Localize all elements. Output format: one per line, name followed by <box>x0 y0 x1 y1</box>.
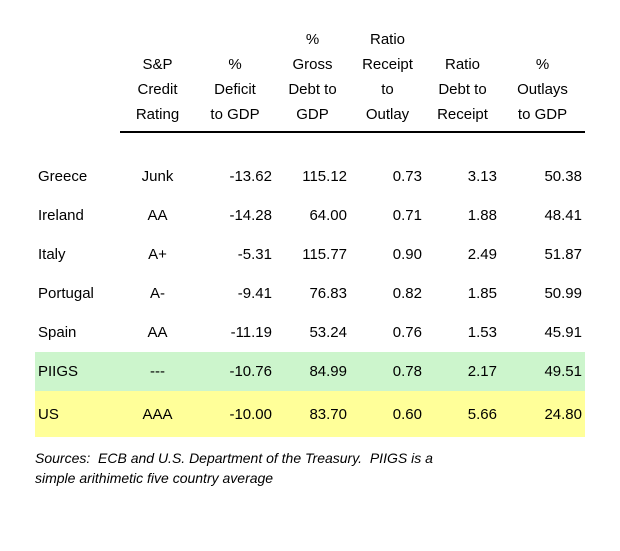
cell-gross-debt: 64.00 <box>309 207 347 224</box>
cell-deficit: -10.00 <box>195 391 275 437</box>
cell-rating: Junk <box>141 168 174 185</box>
header-sp-credit-rating: S&P Credit Rating <box>120 27 195 133</box>
cell-receipt-outlay: 0.78 <box>350 352 425 391</box>
table-row-italy: Italy A+ -5.31 115.77 0.90 2.49 51.87 <box>35 235 585 274</box>
source-note: Sources: ECB and U.S. Department of the … <box>35 450 433 486</box>
cell-country: Italy <box>38 246 66 263</box>
header-country <box>35 27 120 132</box>
cell-receipt-outlay: 0.71 <box>392 207 422 224</box>
cell-deficit: -5.31 <box>237 246 272 263</box>
cell-outlays: 24.80 <box>500 391 585 437</box>
header-ratio-receipt-to-outlay: Ratio Receipt to Outlay <box>350 27 425 133</box>
cell-debt-receipt: 1.53 <box>467 324 497 341</box>
header-outlays-to-gdp: % Outlays to GDP <box>500 27 585 133</box>
header-gross-debt-to-gdp: % Gross Debt to GDP <box>275 27 350 133</box>
cell-debt-receipt: 2.17 <box>425 352 500 391</box>
cell-rating: AAA <box>120 391 195 437</box>
cell-deficit: -13.62 <box>229 168 272 185</box>
cell-deficit: -10.76 <box>195 352 275 391</box>
cell-outlays: 49.51 <box>500 352 585 391</box>
cell-outlays: 50.99 <box>544 285 582 302</box>
cell-deficit: -11.19 <box>230 324 272 341</box>
cell-rating: A- <box>150 285 165 302</box>
spacer-row <box>35 132 585 157</box>
cell-deficit: -9.41 <box>237 285 272 302</box>
cell-debt-receipt: 2.49 <box>467 246 497 263</box>
cell-outlays: 45.91 <box>544 324 582 341</box>
table-row-spain: Spain AA -11.19 53.24 0.76 1.53 45.91 <box>35 313 585 352</box>
cell-receipt-outlay: 0.76 <box>392 324 422 341</box>
piigs-financial-table: S&P Credit Rating % Deficit to GDP % Gro… <box>35 27 585 437</box>
cell-gross-debt: 115.12 <box>302 168 347 185</box>
cell-outlays: 48.41 <box>544 207 582 224</box>
cell-outlays: 50.38 <box>544 168 582 185</box>
table-row-us: US AAA -10.00 83.70 0.60 5.66 24.80 <box>35 391 585 437</box>
header-deficit-to-gdp: % Deficit to GDP <box>195 27 275 133</box>
cell-rating: AA <box>147 207 168 224</box>
cell-debt-receipt: 1.85 <box>467 285 497 302</box>
cell-receipt-outlay: 0.60 <box>350 391 425 437</box>
cell-rating: AA <box>147 324 168 341</box>
header-row: S&P Credit Rating % Deficit to GDP % Gro… <box>35 27 585 133</box>
cell-deficit: -14.28 <box>229 207 272 224</box>
cell-country: PIIGS <box>35 352 120 391</box>
cell-gross-debt: 115.77 <box>302 246 347 263</box>
cell-receipt-outlay: 0.82 <box>392 285 422 302</box>
cell-rating: A+ <box>148 246 167 263</box>
cell-gross-debt: 84.99 <box>275 352 350 391</box>
table-row-piigs-average: PIIGS --- -10.76 84.99 0.78 2.17 49.51 <box>35 352 585 391</box>
cell-outlays: 51.87 <box>544 246 582 263</box>
cell-gross-debt: 83.70 <box>275 391 350 437</box>
cell-debt-receipt: 3.13 <box>467 168 497 185</box>
cell-country: Greece <box>38 168 88 185</box>
cell-country: Spain <box>38 324 77 341</box>
table-row-portugal: Portugal A- -9.41 76.83 0.82 1.85 50.99 <box>35 274 585 313</box>
cell-gross-debt: 76.83 <box>309 285 347 302</box>
cell-country: US <box>35 391 120 437</box>
cell-receipt-outlay: 0.73 <box>392 168 422 185</box>
cell-gross-debt: 53.24 <box>309 324 347 341</box>
cell-debt-receipt: 5.66 <box>425 391 500 437</box>
table-row-ireland: Ireland AA -14.28 64.00 0.71 1.88 48.41 <box>35 196 585 235</box>
cell-country: Ireland <box>38 207 84 224</box>
header-ratio-debt-to-receipt: Ratio Debt to Receipt <box>425 27 500 133</box>
table-container: S&P Credit Rating % Deficit to GDP % Gro… <box>35 27 585 437</box>
table-row-greece: Greece Junk -13.62 115.12 0.73 3.13 50.3… <box>35 157 585 196</box>
cell-rating: --- <box>120 352 195 391</box>
cell-debt-receipt: 1.88 <box>467 207 497 224</box>
cell-country: Portugal <box>38 285 94 302</box>
cell-receipt-outlay: 0.90 <box>392 246 422 263</box>
